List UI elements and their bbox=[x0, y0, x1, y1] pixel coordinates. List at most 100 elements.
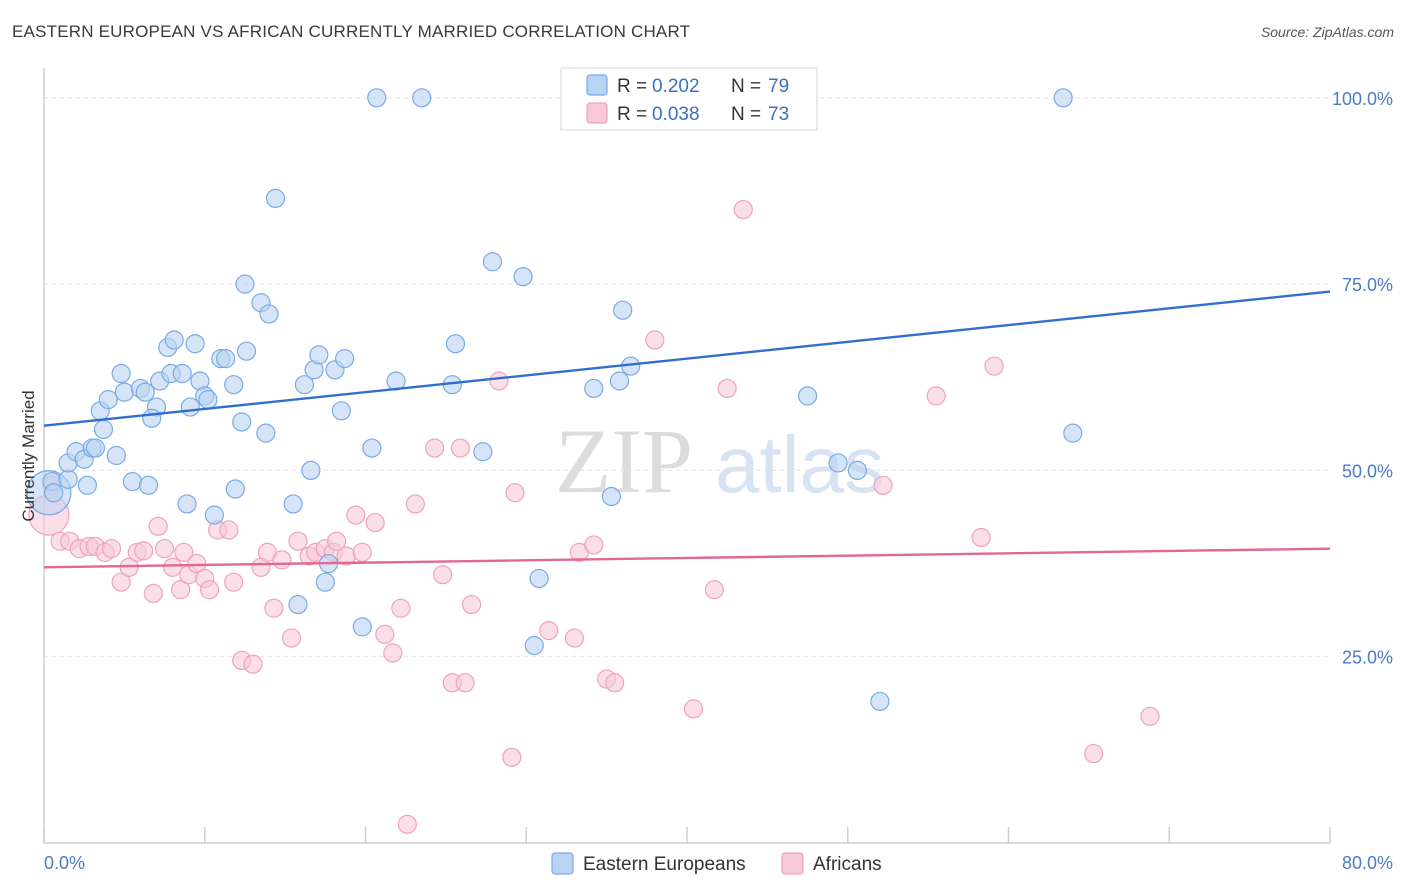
eastern-point bbox=[367, 88, 387, 108]
africans-point bbox=[926, 386, 946, 406]
bottom-legend-label-africans: Africans bbox=[813, 854, 882, 875]
africans-point bbox=[1084, 743, 1104, 764]
eastern-point bbox=[114, 382, 134, 402]
eastern-point bbox=[259, 304, 279, 324]
y-axis-title: Currently Married bbox=[19, 390, 38, 521]
eastern-point bbox=[283, 494, 303, 514]
africans-point bbox=[219, 520, 239, 540]
stats-legend: R = 0.202 N = 79 R = 0.038 N = 73 bbox=[560, 67, 818, 131]
eastern-point bbox=[106, 445, 126, 466]
africans-point bbox=[683, 699, 704, 719]
series-africans bbox=[28, 199, 1160, 834]
africans-point bbox=[391, 598, 411, 618]
eastern-point bbox=[93, 419, 114, 440]
africans-point bbox=[873, 475, 893, 495]
legend-n-label-africans: N = bbox=[731, 104, 761, 125]
africans-point bbox=[281, 628, 302, 648]
eastern-point bbox=[870, 691, 890, 712]
legend-n-label-eastern: N = bbox=[731, 76, 761, 97]
eastern-point bbox=[232, 412, 252, 432]
africans-point bbox=[365, 512, 385, 533]
africans-point bbox=[717, 378, 737, 399]
bottom-legend-label-eastern: Eastern Europeans bbox=[583, 854, 746, 875]
eastern-point bbox=[216, 349, 236, 369]
africans-point bbox=[243, 654, 263, 674]
africans-point bbox=[704, 580, 724, 600]
series-eastern-europeans bbox=[26, 88, 1083, 712]
africans-point bbox=[383, 643, 403, 663]
eastern-point bbox=[828, 453, 848, 473]
y-tick-label: 50.0% bbox=[1342, 461, 1393, 481]
y-tick-label: 25.0% bbox=[1342, 648, 1393, 668]
eastern-point bbox=[164, 330, 184, 350]
eastern-point bbox=[204, 505, 224, 525]
eastern-point bbox=[180, 397, 200, 417]
legend-swatch-africans bbox=[586, 102, 608, 124]
x-tick-marks bbox=[43, 827, 1331, 843]
chart-title: EASTERN EUROPEAN VS AFRICAN CURRENTLY MA… bbox=[12, 22, 691, 41]
eastern-point bbox=[482, 252, 503, 272]
eastern-point bbox=[1053, 88, 1073, 108]
trend-lines bbox=[43, 290, 1331, 569]
eastern-point bbox=[235, 274, 255, 294]
africans-point bbox=[134, 541, 154, 561]
africans-point bbox=[171, 580, 191, 600]
africans-point bbox=[733, 199, 753, 220]
eastern-point bbox=[315, 572, 335, 592]
eastern-point bbox=[524, 635, 544, 656]
legend-swatch-eastern bbox=[586, 74, 608, 96]
africans-point bbox=[564, 628, 585, 648]
africans-point bbox=[224, 572, 244, 592]
eastern-point bbox=[352, 617, 372, 637]
africans-point bbox=[450, 438, 470, 458]
eastern-point bbox=[98, 390, 118, 410]
eastern-point bbox=[177, 494, 197, 514]
eastern-point bbox=[256, 423, 276, 443]
africans-point bbox=[264, 598, 284, 618]
africans-point bbox=[505, 483, 525, 503]
eastern-point bbox=[142, 408, 162, 428]
trend-line-eastern bbox=[43, 290, 1331, 427]
eastern-point bbox=[331, 401, 351, 421]
africans-point bbox=[984, 356, 1004, 376]
eastern-point bbox=[412, 88, 432, 108]
africans-point bbox=[272, 550, 292, 570]
eastern-point bbox=[172, 363, 192, 384]
eastern-point bbox=[294, 375, 315, 395]
eastern-point bbox=[58, 469, 78, 489]
eastern-point bbox=[122, 471, 143, 492]
bottom-legend-swatch-eastern bbox=[551, 852, 574, 875]
africans-point bbox=[148, 516, 168, 536]
africans-point bbox=[425, 438, 445, 458]
africans-point bbox=[405, 494, 425, 514]
eastern-point bbox=[225, 479, 245, 499]
africans-point bbox=[111, 572, 131, 592]
africans-point bbox=[455, 673, 475, 693]
eastern-point bbox=[529, 568, 549, 589]
africans-point bbox=[489, 371, 509, 391]
legend-r-value-eastern: 0.202 bbox=[652, 76, 700, 97]
eastern-point bbox=[335, 349, 355, 369]
eastern-point bbox=[601, 486, 622, 507]
africans-point bbox=[502, 747, 522, 767]
africans-point bbox=[143, 583, 163, 603]
source-label: Source: ZipAtlas.com bbox=[1260, 24, 1394, 40]
legend-n-value-africans: 73 bbox=[768, 104, 789, 125]
eastern-point bbox=[265, 188, 286, 209]
bottom-legend-swatch-africans bbox=[781, 852, 804, 875]
legend-r-label-africans: R = bbox=[617, 104, 647, 125]
africans-point bbox=[1140, 706, 1160, 726]
y-tick-label: 75.0% bbox=[1342, 275, 1393, 295]
eastern-point bbox=[301, 460, 321, 481]
eastern-point bbox=[185, 334, 205, 354]
africans-point bbox=[645, 330, 665, 350]
eastern-point bbox=[362, 438, 382, 458]
eastern-point bbox=[309, 345, 329, 365]
africans-point bbox=[288, 531, 308, 551]
series-legend: Eastern Europeans Africans bbox=[551, 852, 882, 875]
eastern-point bbox=[513, 267, 533, 287]
eastern-point bbox=[847, 460, 867, 481]
eastern-point bbox=[44, 483, 64, 503]
africans-point bbox=[326, 531, 347, 551]
